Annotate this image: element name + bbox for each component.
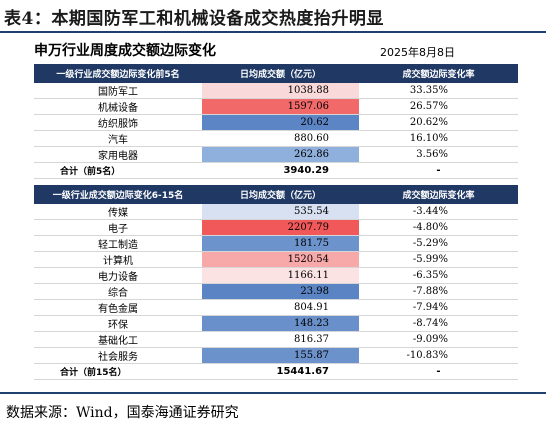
change-rate-cell: -4.80% (412, 222, 448, 233)
total-label: 合计（前5名） (60, 167, 121, 177)
industry-name: 电子 (108, 224, 128, 235)
change-rate-cell: -7.94% (412, 302, 448, 313)
change-rate-cell: -5.99% (412, 254, 448, 265)
change-rate-cell: -5.29% (412, 238, 448, 249)
table-row: 计算机 1520.54 -5.99% (34, 252, 518, 268)
industry-name: 电力设备 (98, 272, 138, 283)
total-value: 3940.29 (283, 165, 329, 176)
total-label: 合计（前15名） (60, 368, 127, 378)
rank6-15-table: 一级行业成交额边际变化6-15名 日均成交额（亿元） 成交额边际变化率 传媒 53… (34, 185, 518, 380)
change-rate-cell: 33.35% (409, 85, 448, 96)
table-row: 综合 23.98 -7.88% (34, 284, 518, 300)
industry-name: 计算机 (103, 256, 133, 267)
avg-turnover-cell: 1597.06 (202, 99, 359, 114)
table-row: 传媒 535.54 -3.44% (34, 204, 518, 220)
change-rate-cell: -8.74% (412, 318, 448, 329)
change-rate-cell: -6.35% (412, 270, 448, 281)
table-row: 环保 148.23 -8.74% (34, 316, 518, 332)
table-row: 纺织服饰 20.62 20.62% (34, 115, 518, 131)
table-row: 电力设备 1166.11 -6.35% (34, 268, 518, 284)
bottom-divider (0, 392, 546, 394)
header-change-rate: 成交额边际变化率 (402, 191, 475, 201)
change-rate-cell: 20.62% (409, 117, 448, 128)
avg-turnover-cell: 880.60 (202, 131, 359, 146)
table-row: 轻工制造 181.75 -5.29% (34, 236, 518, 252)
change-rate-cell: -7.88% (412, 286, 448, 297)
table-row: 机械设备 1597.06 26.57% (34, 99, 518, 115)
avg-turnover-cell: 20.62 (202, 115, 359, 130)
header-avg-turnover: 日均成交额（亿元） (239, 70, 321, 80)
table-row: 国防军工 1038.88 33.35% (34, 83, 518, 99)
source-note: 数据来源：Wind，国泰海通证券研究 (6, 405, 239, 421)
industry-name: 社会服务 (98, 352, 138, 363)
top5-table: 一级行业成交额边际变化前5名 日均成交额（亿元） 成交额边际变化率 国防军工 10… (34, 64, 518, 179)
industry-name: 家用电器 (98, 151, 138, 162)
avg-turnover-cell: 1166.11 (202, 268, 359, 283)
industry-name: 传媒 (108, 208, 128, 219)
change-rate-cell: 16.10% (409, 133, 448, 144)
header-industry: 一级行业成交额边际变化前5名 (56, 70, 180, 80)
rank6-15-total-row: 合计（前15名） 15441.67 - (34, 364, 518, 380)
avg-turnover-cell: 1038.88 (202, 83, 359, 98)
header-industry: 一级行业成交额边际变化6-15名 (52, 191, 184, 201)
top5-total-row: 合计（前5名） 3940.29 - (34, 163, 518, 179)
avg-turnover-cell: 2207.79 (202, 220, 359, 235)
avg-turnover-cell: 262.86 (202, 147, 359, 162)
avg-turnover-cell: 148.23 (202, 316, 359, 331)
change-rate-cell: -10.83% (406, 350, 448, 361)
change-rate-cell: -9.09% (412, 334, 448, 345)
industry-name: 环保 (108, 320, 128, 331)
table-row: 社会服务 155.87 -10.83% (34, 348, 518, 364)
table-row: 电子 2207.79 -4.80% (34, 220, 518, 236)
total-value: 15441.67 (276, 366, 329, 377)
avg-turnover-cell: 1520.54 (202, 252, 359, 267)
total-rate: - (436, 165, 441, 176)
avg-turnover-cell: 816.37 (202, 332, 359, 347)
table-row: 有色金属 804.91 -7.94% (34, 300, 518, 316)
industry-name: 综合 (108, 288, 128, 299)
table-subtitle: 申万行业周度成交额边际变化 (34, 43, 216, 59)
industry-name: 纺织服饰 (98, 119, 138, 130)
page-title: 表4：本期国防军工和机械设备成交热度抬升明显 (4, 9, 384, 29)
industry-name: 国防军工 (98, 87, 138, 98)
header-change-rate: 成交额边际变化率 (402, 70, 475, 80)
change-rate-cell: 26.57% (409, 101, 448, 112)
top5-table-header: 一级行业成交额边际变化前5名 日均成交额（亿元） 成交额边际变化率 (34, 64, 518, 83)
industry-name: 基础化工 (98, 336, 138, 347)
industry-name: 汽车 (108, 135, 128, 146)
total-rate: - (436, 366, 441, 377)
avg-turnover-cell: 535.54 (202, 204, 359, 219)
avg-turnover-cell: 804.91 (202, 300, 359, 315)
industry-name: 机械设备 (98, 103, 138, 114)
industry-name: 有色金属 (98, 304, 138, 315)
avg-turnover-cell: 155.87 (202, 348, 359, 363)
table-row: 汽车 880.60 16.10% (34, 131, 518, 147)
table-row: 基础化工 816.37 -9.09% (34, 332, 518, 348)
title-divider (0, 31, 546, 33)
table-row: 家用电器 262.86 3.56% (34, 147, 518, 163)
change-rate-cell: -3.44% (412, 206, 448, 217)
header-avg-turnover: 日均成交额（亿元） (239, 191, 321, 201)
table-date: 2025年8月8日 (380, 46, 455, 59)
avg-turnover-cell: 23.98 (202, 284, 359, 299)
avg-turnover-cell: 181.75 (202, 236, 359, 251)
industry-name: 轻工制造 (98, 240, 138, 251)
rank6-15-table-header: 一级行业成交额边际变化6-15名 日均成交额（亿元） 成交额边际变化率 (34, 185, 518, 204)
change-rate-cell: 3.56% (416, 149, 448, 160)
